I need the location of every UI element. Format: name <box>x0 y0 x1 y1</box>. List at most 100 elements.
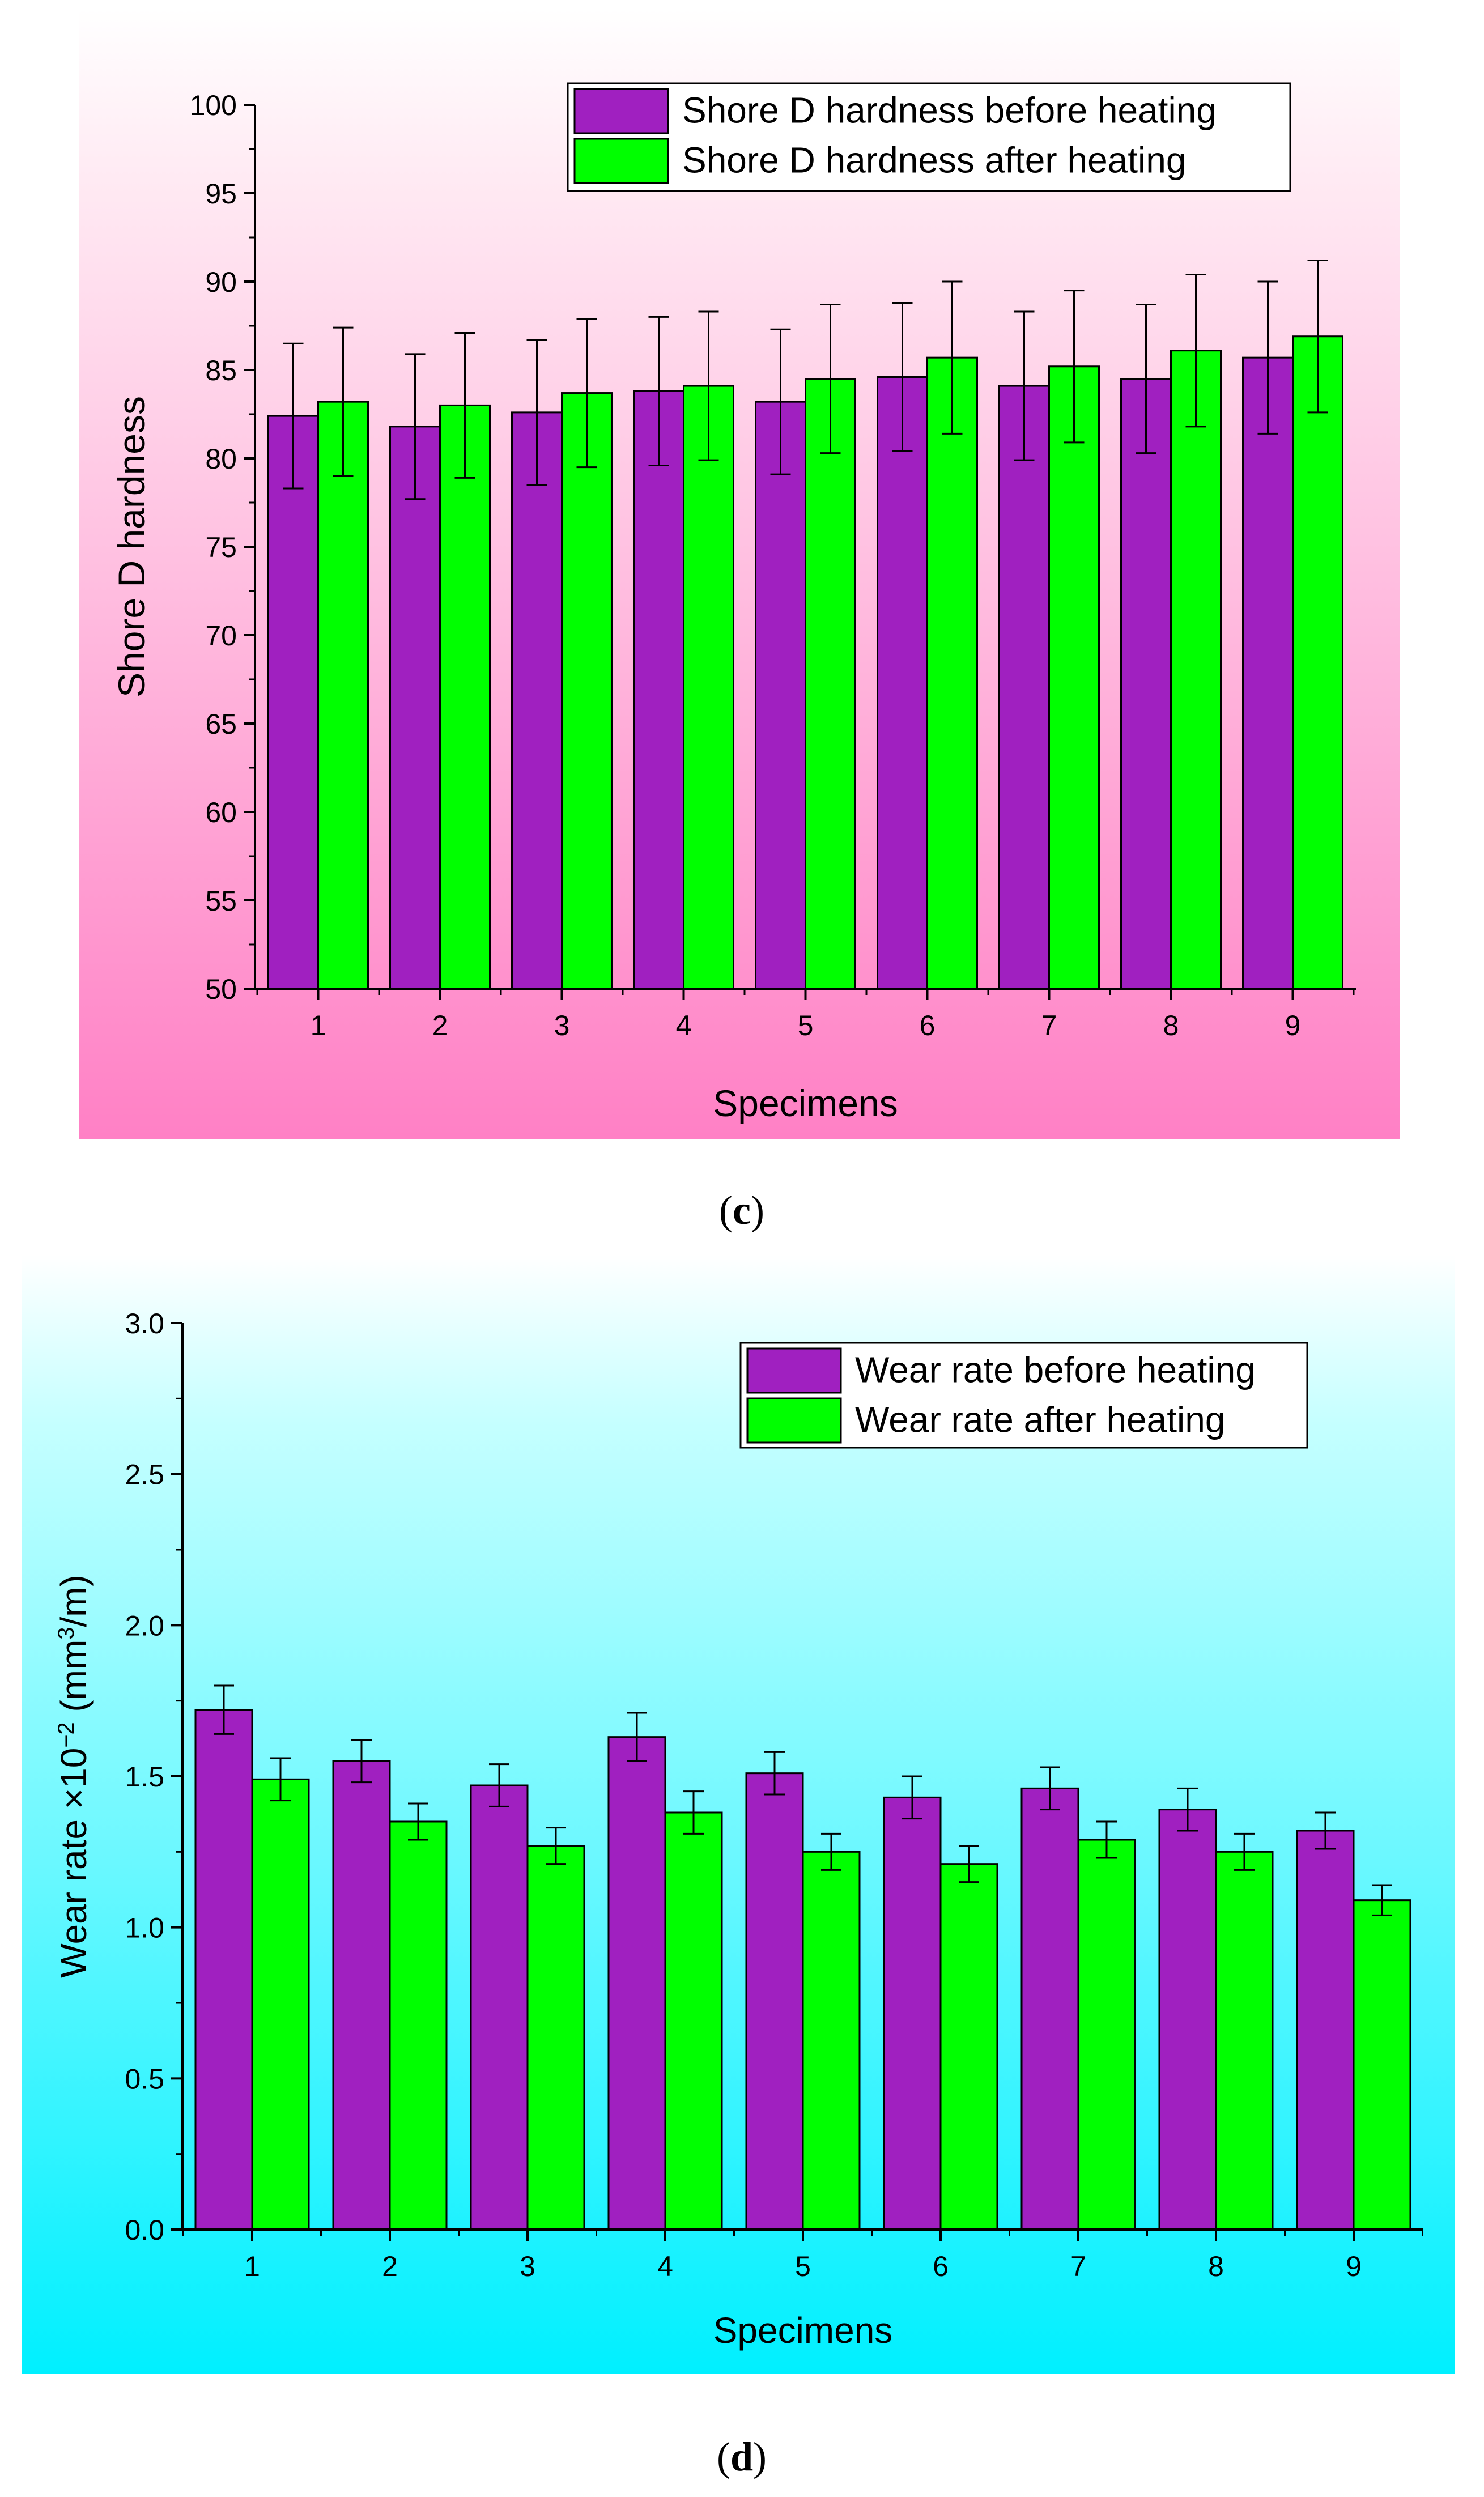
x-tick-label: 5 <box>798 1010 814 1041</box>
y-tick-label: 70 <box>205 620 237 652</box>
bar <box>1353 1899 1411 2231</box>
legend-box <box>567 82 1291 192</box>
y-tick-label: 65 <box>205 708 237 740</box>
bar <box>633 390 684 990</box>
y-tick-label: 1.5 <box>125 1761 164 1793</box>
bar <box>1077 1839 1136 2231</box>
bar <box>664 1811 723 2231</box>
bar <box>470 1784 529 2231</box>
series-after-heating <box>251 1757 1411 2231</box>
bar <box>267 415 319 990</box>
y-axis-label-exponent: −2 <box>54 1722 79 1747</box>
y-tick-label: 0.5 <box>125 2063 164 2095</box>
bar <box>805 378 856 990</box>
bar <box>251 1778 310 2231</box>
bar <box>511 411 563 990</box>
y-tick-label: 2.0 <box>125 1610 164 1641</box>
y-axis-label: Wear rate ×10−2 (mm3/m) <box>53 1575 94 1978</box>
bar <box>926 356 978 990</box>
bar <box>1242 356 1294 990</box>
x-tick-label: 9 <box>1285 1010 1301 1041</box>
series-after-heating <box>317 260 1343 990</box>
legend-swatch <box>573 138 669 184</box>
bar <box>389 1820 448 2231</box>
bar <box>332 1760 391 2231</box>
y-tick-label: 55 <box>205 885 237 917</box>
legend-label: Shore D hardness before heating <box>682 90 1217 130</box>
chart-panel-c: 50 55 60 65 70 75 80 85 90 95 100 1 2 3 4 5 6 7 8 9 Specimen… <box>79 8 1400 1139</box>
x-tick-label: 8 <box>1163 1010 1179 1041</box>
y-axis-label-unit: (mm <box>53 1640 94 1722</box>
y-axis-label-unit-exponent: 3 <box>54 1627 79 1640</box>
series-before-heating <box>267 280 1294 990</box>
x-tick-label: 4 <box>676 1010 692 1041</box>
legend-label: Wear rate before heating <box>855 1349 1256 1390</box>
y-tick-label: 2.5 <box>125 1459 164 1491</box>
bar <box>755 401 806 990</box>
chart-panel-d: 0.0 0.5 1.0 1.5 2.0 2.5 3.0 1 2 3 4 5 6 7 8 9 Specimens W… <box>22 1255 1455 2374</box>
y-tick-label: 85 <box>205 355 237 386</box>
bar <box>1292 335 1343 990</box>
y-axis-label-unit-end: /m) <box>53 1575 94 1627</box>
y-tick-label: 100 <box>190 90 237 121</box>
bar <box>683 385 734 990</box>
x-axis-label: Specimens <box>713 2310 893 2351</box>
x-tick-label: 1 <box>311 1010 326 1041</box>
legend-label: Shore D hardness after heating <box>682 139 1186 180</box>
y-tick-label: 95 <box>205 178 237 210</box>
x-tick-label: 5 <box>795 2251 811 2282</box>
y-tick-label: 50 <box>205 973 237 1005</box>
legend-swatch <box>573 88 669 134</box>
x-tick-label: 7 <box>1041 1010 1057 1041</box>
x-tick-label: 6 <box>920 1010 936 1041</box>
legend: Shore D hardness before heating Shore D h… <box>567 82 1291 192</box>
panel-caption: (d) <box>717 2434 767 2479</box>
bar <box>877 376 928 990</box>
x-tick-label: 3 <box>520 2251 535 2282</box>
y-axis-label-main: Wear rate ×10 <box>53 1748 94 1978</box>
y-tick-label: 3.0 <box>125 1308 164 1339</box>
bar <box>439 404 491 990</box>
x-tick-label: 2 <box>382 2251 398 2282</box>
bar <box>561 392 613 990</box>
bar <box>1296 1830 1355 2231</box>
legend: Wear rate before heating Wear rate after … <box>739 1342 1308 1449</box>
x-tick-label: 8 <box>1208 2251 1224 2282</box>
bar <box>194 1709 253 2231</box>
legend-swatch <box>746 1397 842 1444</box>
bar <box>607 1736 666 2231</box>
y-tick-label: 75 <box>205 531 237 563</box>
x-tick-label: 1 <box>244 2251 260 2282</box>
bar <box>1170 350 1222 990</box>
x-tick-label: 9 <box>1346 2251 1362 2282</box>
bar <box>802 1851 861 2231</box>
panel-caption-letter: c <box>733 1188 751 1233</box>
legend-swatch <box>746 1347 842 1394</box>
bar <box>389 426 441 990</box>
bar <box>939 1863 998 2231</box>
x-tick-label: 6 <box>933 2251 949 2282</box>
panel-caption-letter: d <box>730 2434 753 2479</box>
x-tick-label: 2 <box>432 1010 448 1041</box>
x-tick-label: 3 <box>554 1010 570 1041</box>
bar <box>1215 1851 1274 2231</box>
bar <box>526 1845 585 2231</box>
bar <box>317 401 369 990</box>
y-tick-label: 80 <box>205 443 237 475</box>
x-tick-label: 4 <box>657 2251 673 2282</box>
x-tick-label: 7 <box>1070 2251 1086 2282</box>
bar <box>1158 1809 1217 2231</box>
y-tick-label: 90 <box>205 266 237 298</box>
panel-caption: (c) <box>719 1188 764 1233</box>
bar <box>883 1796 942 2231</box>
y-tick-label: 60 <box>205 797 237 828</box>
bar <box>1120 378 1172 990</box>
bar <box>998 385 1050 990</box>
y-tick-label: 0.0 <box>125 2214 164 2246</box>
legend-label: Wear rate after heating <box>855 1399 1225 1440</box>
x-axis-label: Specimens <box>713 1082 898 1124</box>
y-tick-label: 1.0 <box>125 1912 164 1944</box>
bar <box>1020 1787 1079 2231</box>
